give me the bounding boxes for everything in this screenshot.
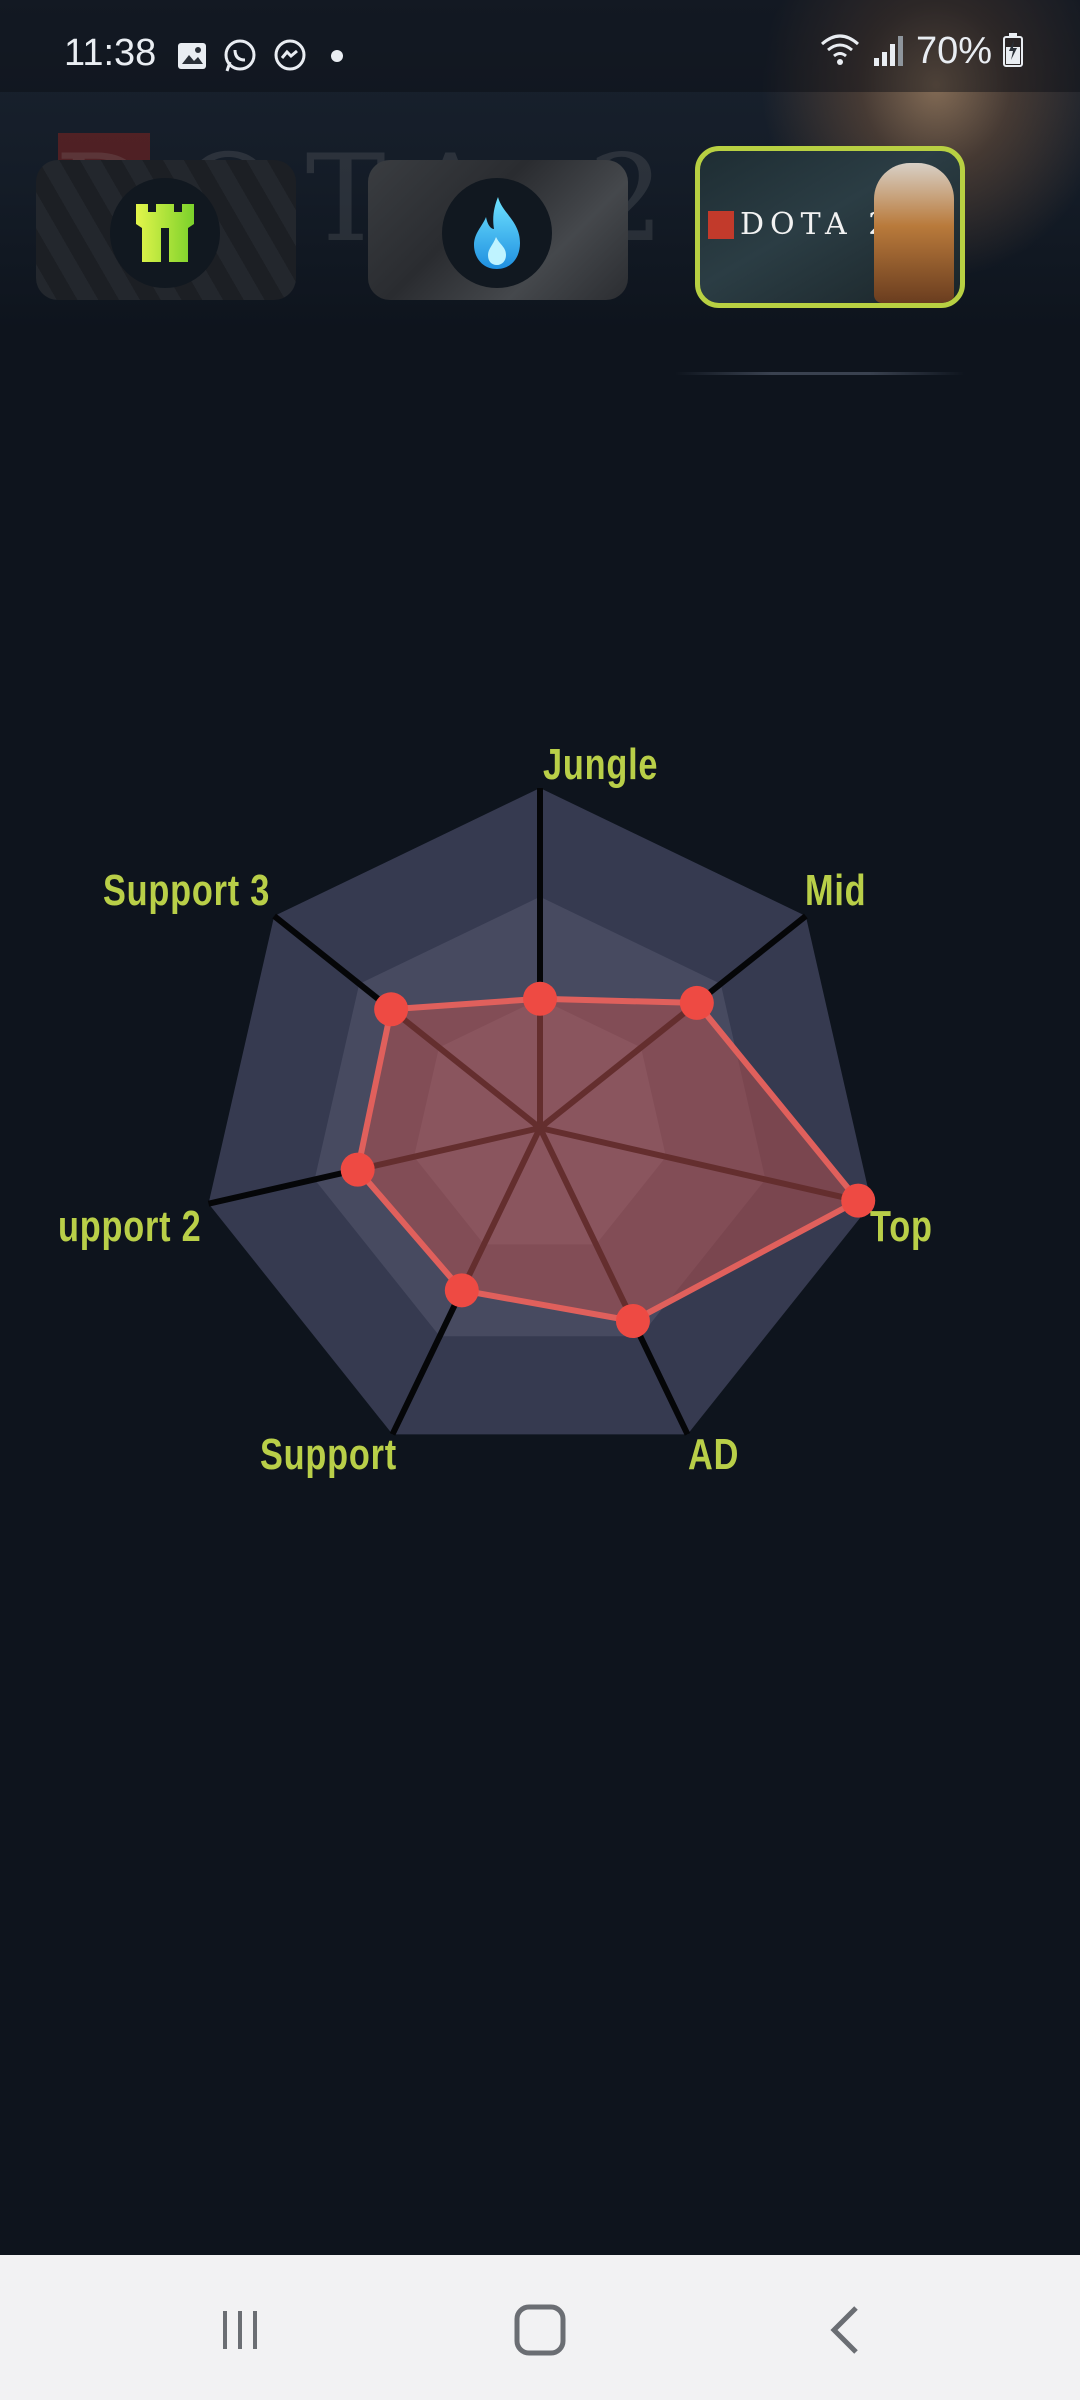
axis-label-support: Support	[260, 1430, 397, 1479]
tower-icon	[136, 204, 194, 262]
system-status: 70%	[818, 30, 1024, 73]
game-tile-free-fire[interactable]	[368, 160, 628, 300]
navigation-bar	[0, 2255, 1080, 2400]
tower-icon-badge	[110, 178, 220, 288]
selected-tab-indicator	[675, 372, 965, 375]
battery-charging-icon	[1002, 32, 1024, 72]
game-tile-league-of-legends[interactable]	[36, 160, 296, 300]
notification-icons	[176, 38, 352, 74]
axis-label-ad: AD	[688, 1430, 740, 1479]
axis-label-support-3: Support 3	[103, 866, 271, 915]
axis-label-jungle: Jungle	[543, 740, 659, 789]
dot-icon	[322, 41, 352, 71]
dota-hero-illustration	[874, 163, 954, 303]
wifi-icon	[818, 32, 862, 72]
role-radar-chart: Jungle Mid Top AD Support upport 2 Suppo…	[0, 700, 1080, 1520]
flame-icon	[474, 197, 520, 269]
radar-point-mid	[679, 985, 714, 1020]
status-time: 11:38	[64, 32, 157, 74]
radar-point-upport-2	[340, 1152, 375, 1187]
back-icon	[830, 2306, 858, 2354]
radar-point-ad	[615, 1303, 650, 1338]
radar-point-support	[444, 1273, 479, 1308]
radar-svg	[207, 788, 876, 1436]
gallery-icon	[176, 41, 208, 71]
home-button[interactable]	[500, 2295, 580, 2365]
game-tile-dota-2[interactable]: DOTA 2	[695, 146, 965, 308]
recents-button[interactable]	[200, 2295, 280, 2365]
recents-icon	[223, 2311, 257, 2349]
radar-series-area	[354, 995, 862, 1324]
axis-label-support-2: upport 2	[58, 1202, 202, 1251]
battery-percentage: 70%	[915, 30, 992, 72]
home-icon	[514, 2304, 566, 2356]
dota-logo-icon	[708, 211, 734, 239]
radar-point-top	[841, 1183, 876, 1218]
messenger-icon	[272, 38, 308, 74]
radar-point-jungle	[523, 981, 557, 1016]
status-bar: 11:38 70%	[0, 0, 1080, 92]
back-button[interactable]	[805, 2295, 885, 2365]
signal-icon	[872, 32, 906, 72]
axis-label-mid: Mid	[805, 866, 867, 915]
game-selector: DOTA 2	[0, 140, 1080, 330]
dota-2-label: DOTA 2	[740, 207, 894, 242]
axis-label-top: Top	[870, 1202, 933, 1251]
radar-point-support-3	[374, 992, 409, 1027]
flame-icon-badge	[442, 178, 552, 288]
whatsapp-icon	[222, 38, 258, 74]
